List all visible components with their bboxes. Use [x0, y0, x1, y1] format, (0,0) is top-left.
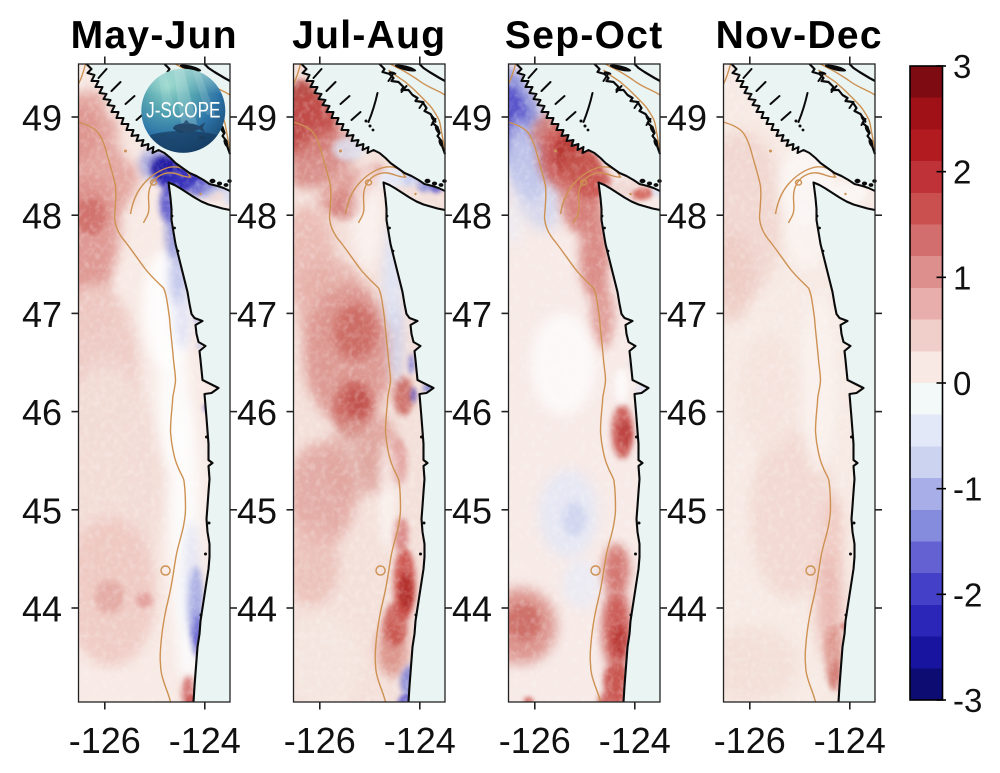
svg-text:0: 0	[953, 365, 971, 402]
svg-text:1: 1	[953, 259, 971, 296]
svg-text:47: 47	[452, 294, 492, 335]
svg-text:Nov-Dec: Nov-Dec	[716, 14, 883, 57]
svg-text:Jul-Aug: Jul-Aug	[292, 14, 446, 57]
svg-text:44: 44	[667, 589, 707, 630]
svg-text:-126: -126	[284, 720, 356, 761]
svg-text:49: 49	[452, 98, 492, 139]
svg-text:46: 46	[237, 392, 277, 433]
svg-text:48: 48	[667, 196, 707, 237]
svg-text:46: 46	[667, 392, 707, 433]
svg-text:-124: -124	[599, 720, 671, 761]
svg-text:48: 48	[452, 196, 492, 237]
svg-text:-2: -2	[953, 576, 982, 613]
svg-text:44: 44	[452, 589, 492, 630]
svg-text:-1: -1	[953, 471, 982, 508]
svg-text:2: 2	[953, 154, 971, 191]
svg-text:J-SCOPE: J-SCOPE	[146, 98, 220, 123]
svg-text:45: 45	[452, 490, 492, 531]
svg-text:-126: -126	[69, 720, 141, 761]
svg-text:47: 47	[22, 294, 62, 335]
svg-text:44: 44	[22, 589, 62, 630]
svg-text:-126: -126	[714, 720, 786, 761]
svg-text:45: 45	[667, 490, 707, 531]
svg-text:48: 48	[237, 196, 277, 237]
svg-text:47: 47	[237, 294, 277, 335]
svg-text:49: 49	[22, 98, 62, 139]
svg-text:47: 47	[667, 294, 707, 335]
svg-text:-124: -124	[384, 720, 456, 761]
svg-text:-124: -124	[169, 720, 241, 761]
svg-text:49: 49	[237, 98, 277, 139]
svg-text:44: 44	[237, 589, 277, 630]
svg-text:45: 45	[22, 490, 62, 531]
svg-text:Sep-Oct: Sep-Oct	[505, 14, 664, 57]
svg-text:46: 46	[452, 392, 492, 433]
svg-text:46: 46	[22, 392, 62, 433]
svg-text:3: 3	[953, 48, 971, 85]
svg-text:48: 48	[22, 196, 62, 237]
svg-text:49: 49	[667, 98, 707, 139]
svg-text:-126: -126	[499, 720, 571, 761]
svg-text:45: 45	[237, 490, 277, 531]
svg-text:-124: -124	[814, 720, 886, 761]
svg-text:May-Jun: May-Jun	[71, 14, 238, 57]
svg-text:-3: -3	[953, 682, 982, 719]
